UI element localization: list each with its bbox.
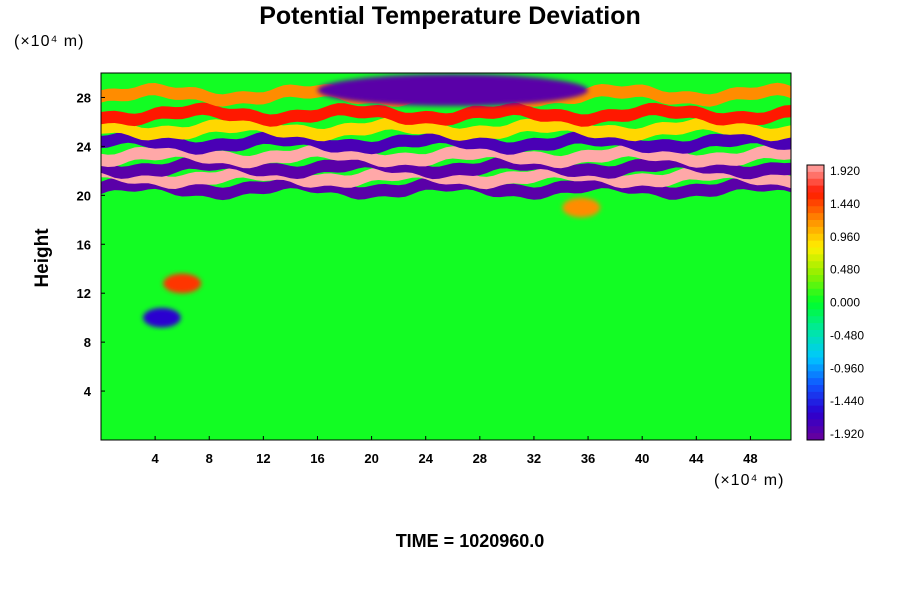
colorbar-segment	[807, 165, 824, 173]
x-tick-label: 40	[635, 451, 649, 466]
temperature-feature	[163, 273, 202, 294]
colorbar-label: -1.440	[830, 394, 864, 408]
colorbar-segment	[807, 178, 824, 187]
colorbar-segment	[807, 323, 824, 331]
colorbar-segment	[807, 309, 824, 317]
x-tick-label: 28	[473, 451, 487, 466]
y-tick-label: 16	[77, 237, 91, 252]
colorbar-segment	[807, 281, 824, 290]
x-tick-label: 12	[256, 451, 270, 466]
colorbar-label: -0.960	[830, 361, 864, 375]
y-tick-label: 4	[84, 384, 92, 399]
temperature-band	[101, 102, 791, 127]
colorbar-frame	[806, 164, 825, 441]
colorbar-label: 1.440	[830, 197, 860, 211]
x-tick-label: 4	[152, 451, 160, 466]
x-tick-label: 48	[743, 451, 757, 466]
colorbar-segment	[807, 226, 824, 235]
x-tick-label: 24	[418, 451, 433, 466]
colorbar-segment	[807, 220, 824, 228]
y-axis-unit: (×10⁴ m)	[14, 33, 85, 50]
colorbar-label: -1.920	[830, 427, 864, 441]
colorbar-segment	[807, 288, 824, 297]
colorbar-label: 1.920	[830, 164, 860, 178]
y-tick-label: 28	[77, 90, 91, 105]
time-label: TIME = 1020960.0	[395, 531, 545, 551]
colorbar-segment	[807, 240, 824, 248]
x-tick-label: 36	[581, 451, 595, 466]
temperature-feature	[562, 197, 601, 218]
colorbar-segment	[807, 391, 824, 400]
colorbar-segment	[807, 316, 824, 324]
colorbar-segment	[807, 261, 824, 269]
colorbar-segment	[807, 378, 824, 386]
y-tick-labels: 4 8 12 16 20 24 28	[77, 90, 105, 399]
y-tick-label: 20	[77, 188, 91, 203]
temperature-band	[101, 144, 791, 169]
colorbar-segment	[807, 433, 824, 441]
colorbar-segment	[807, 185, 824, 193]
temperature-band	[101, 155, 791, 180]
colorbar-segment	[807, 371, 824, 379]
x-tick-label: 16	[310, 451, 324, 466]
colorbar-segment	[807, 350, 824, 358]
y-tick-label: 12	[77, 286, 91, 301]
chart-title: Potential Temperature Deviation	[259, 2, 641, 30]
colorbar-label: 0.960	[830, 230, 860, 244]
colorbar-segment	[807, 336, 824, 345]
colorbar-segment	[807, 357, 824, 365]
colorbar-segment	[807, 385, 824, 393]
x-tick-label: 44	[689, 451, 704, 466]
y-tick-label: 24	[77, 139, 92, 154]
colorbar-segment	[807, 275, 824, 283]
colorbar-segment	[807, 398, 824, 407]
colorbar-segment	[807, 254, 824, 262]
temperature-feature	[317, 74, 589, 107]
colorbar-segment	[807, 330, 824, 338]
colorbar-segment	[807, 419, 824, 427]
x-tick-labels: 4 8 12 16 20 24 28 32 36 40 44 48	[152, 436, 758, 466]
x-tick-label: 32	[527, 451, 541, 466]
colorbar-segment	[807, 171, 824, 180]
colorbar-segment	[807, 213, 824, 221]
colorbar-segment	[807, 192, 824, 200]
x-tick-label: 20	[364, 451, 378, 466]
colorbar-label: -0.480	[830, 328, 864, 342]
colorbar-segment	[807, 206, 824, 214]
temperature-band	[101, 117, 791, 142]
colorbar-segment	[807, 405, 824, 413]
colorbar-segment	[807, 364, 824, 372]
colorbar-segment	[807, 295, 824, 303]
colorbar-segment	[807, 302, 824, 310]
colorbar-label: 0.480	[830, 263, 860, 277]
colorbar-segment	[807, 426, 824, 434]
temperature-feature	[142, 307, 181, 328]
colorbar-segment	[807, 247, 824, 255]
colorbar-segment	[807, 343, 824, 352]
x-axis-unit: (×10⁴ m)	[714, 472, 785, 489]
x-tick-label: 8	[206, 451, 213, 466]
colorbar: 1.920 1.440 0.960 0.480 0.000 -0.480 -0.960 -1.…	[806, 164, 864, 441]
plot-frame	[100, 72, 792, 441]
colorbar-segment	[807, 412, 824, 420]
plot-area	[100, 72, 792, 441]
y-tick-label: 8	[84, 335, 91, 350]
colorbar-segment	[807, 268, 824, 276]
colorbar-label: 0.000	[830, 296, 860, 310]
colorbar-segment	[807, 199, 824, 207]
colorbar-segment	[807, 233, 824, 242]
